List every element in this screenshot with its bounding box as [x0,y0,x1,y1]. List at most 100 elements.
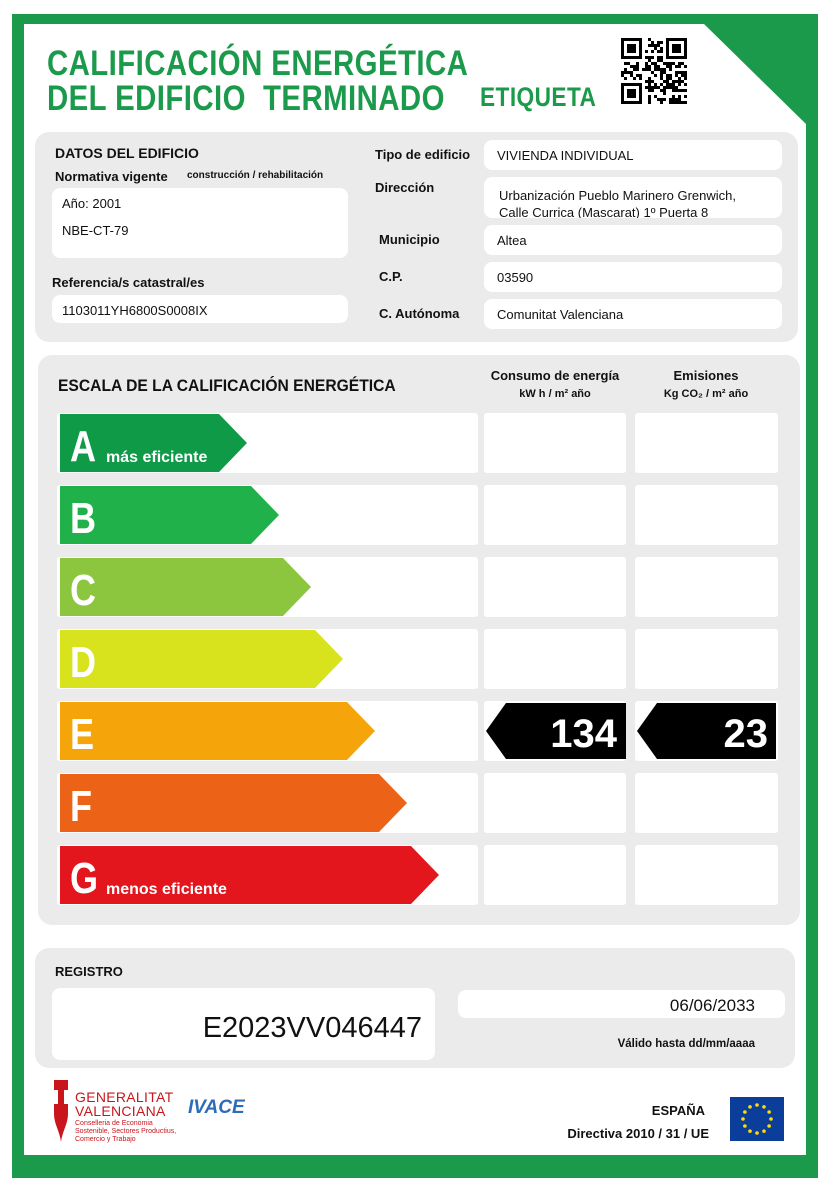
qr-module [675,71,678,74]
column-header: Consumo de energía [490,368,620,383]
qr-finder [627,89,636,98]
qr-module [651,44,654,47]
qr-module [678,77,681,80]
qr-module [636,68,639,71]
class-arrow [60,630,343,688]
field-value: Año: 2001 [62,196,122,211]
qr-module [657,44,660,47]
qr-module [633,65,636,68]
qr-module [675,65,678,68]
qr-module [651,86,654,89]
qr-module [627,62,630,65]
scale-cell [484,413,626,473]
qr-module [636,62,639,65]
qr-module [654,62,657,65]
qr-module [630,65,633,68]
qr-module [645,65,648,68]
qr-module [648,83,651,86]
class-arrow [60,846,439,904]
qr-module [672,95,675,98]
field-value: VIVIENDA INDIVIDUAL [497,148,634,163]
gv-department-line: Conselleria de Economia [75,1120,153,1127]
class-letter: C [70,566,96,615]
qr-module [663,89,666,92]
gv-name: VALENCIANA [75,1103,166,1119]
section-title: DATOS DEL EDIFICIO [55,145,199,161]
qr-module [681,89,684,92]
class-letter: G [70,854,98,903]
eu-star [767,1124,771,1128]
scale-cell [635,485,778,545]
qr-module [666,65,669,68]
qr-module [648,98,651,101]
qr-module [669,83,672,86]
qr-module [657,98,660,101]
qr-module [663,80,666,83]
qr-module [684,95,687,98]
class-arrow [60,558,311,616]
qr-module [666,86,669,89]
registry-number: E2023VV046447 [202,1012,422,1044]
qr-module [660,83,663,86]
eu-star [755,1103,759,1107]
value-box: 03590 [484,262,782,292]
class-letter: F [70,782,92,831]
qr-module [657,50,660,53]
qr-module [672,80,675,83]
eu-star [743,1110,747,1114]
qr-module [675,98,678,101]
column-unit: Kg CO₂ / m² año [663,388,749,400]
qr-module [660,68,663,71]
qr-module [624,62,627,65]
value-box [52,988,435,1060]
scale-cell [635,845,778,905]
gv-emblem [54,1080,68,1142]
qr-module [672,62,675,65]
qr-module [684,74,687,77]
qr-module [660,74,663,77]
qr-module [645,62,648,65]
qr-module [648,80,651,83]
qr-module [660,89,663,92]
qr-module [678,80,681,83]
valid-date: 06/06/2033 [669,996,755,1015]
scale-cell [484,485,626,545]
qr-module [648,101,651,104]
qr-module [654,68,657,71]
qr-module [660,47,663,50]
eu-star [769,1117,773,1121]
qr-module [663,68,666,71]
qr-module [654,47,657,50]
qr-module [672,83,675,86]
scale-cell [484,773,626,833]
qr-module [657,68,660,71]
qr-module [669,62,672,65]
field-value: Altea [497,233,527,248]
qr-module [654,95,657,98]
class-arrow [60,486,279,544]
qr-module [669,77,672,80]
qr-module [654,44,657,47]
class-arrow [60,774,407,832]
qr-module [669,86,672,89]
qr-module [672,101,675,104]
qr-module [663,71,666,74]
qr-module [666,62,669,65]
qr-module [672,89,675,92]
qr-module [633,77,636,80]
qr-module [651,56,654,59]
qr-module [660,71,663,74]
class-note: menos eficiente [106,881,227,898]
field-value: Calle Currica (Mascarat) 1º Puerta 8 [499,205,709,218]
qr-module [651,89,654,92]
qr-module [660,98,663,101]
value-box: Altea [484,225,782,255]
qr-module [648,86,651,89]
qr-module [654,83,657,86]
column-header: Emisiones [673,368,739,383]
qr-module [684,83,687,86]
qr-module [669,101,672,104]
qr-module [684,101,687,104]
